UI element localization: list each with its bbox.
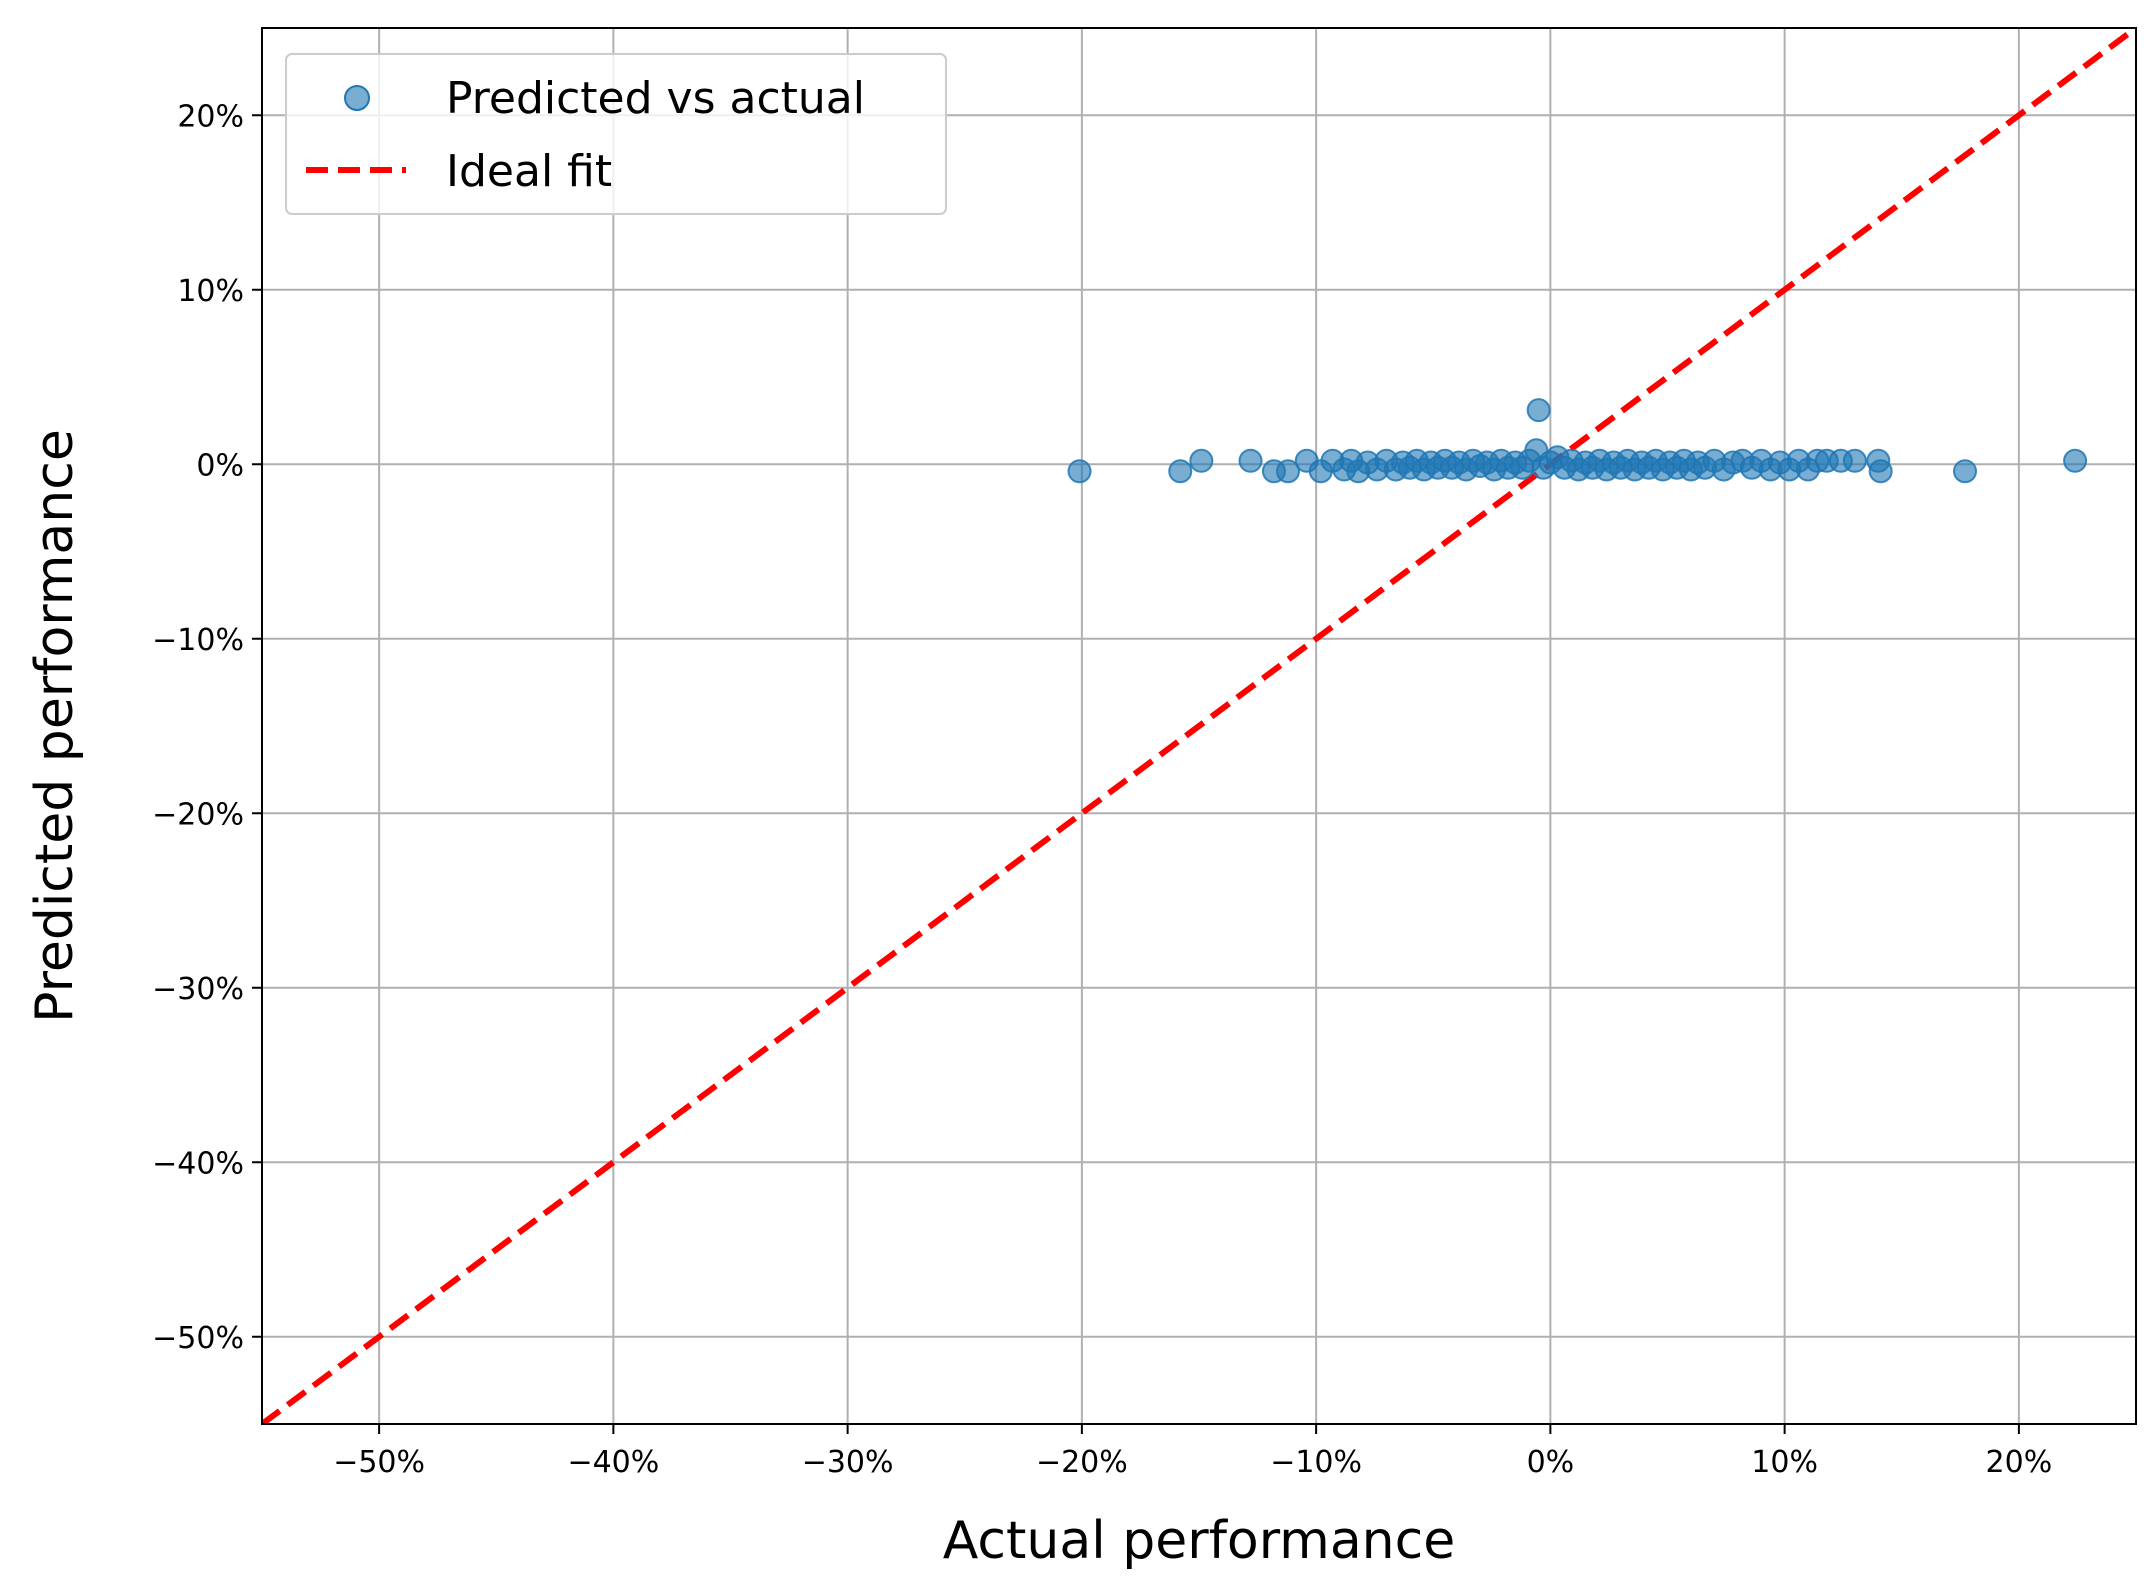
y-tick-label: −30%	[152, 972, 244, 1007]
ideal-fit-line	[262, 28, 2136, 1424]
x-tick-label: 20%	[1986, 1445, 2053, 1480]
scatter-point	[1952, 459, 1977, 484]
y-tick-label: −20%	[152, 797, 244, 832]
ideal-line-layer	[262, 28, 2136, 1424]
x-axis-label: Actual performance	[943, 1511, 1455, 1571]
scatter-point	[2063, 448, 2088, 473]
x-tick-label: 0%	[1527, 1445, 1575, 1480]
x-tick-label: −40%	[567, 1445, 659, 1480]
legend-label-scatter: Predicted vs actual	[446, 73, 865, 124]
scatter-point	[1238, 448, 1263, 473]
x-tick-label: −50%	[333, 1445, 425, 1480]
scatter-point	[1842, 448, 1867, 473]
legend: Predicted vs actual Ideal fit	[285, 53, 947, 215]
y-tick-label: 10%	[177, 274, 244, 309]
scatter-point	[1067, 459, 1092, 484]
x-tick-label: −30%	[802, 1445, 894, 1480]
scatter-point	[1168, 459, 1193, 484]
legend-marker-scatter	[344, 85, 370, 111]
scatter-point	[1276, 459, 1301, 484]
scatter-point	[1189, 448, 1214, 473]
y-tick-label: −50%	[152, 1321, 244, 1356]
legend-label-line: Ideal fit	[446, 146, 612, 197]
points-layer	[1067, 398, 2088, 484]
y-tick-label: 20%	[177, 99, 244, 134]
scatter-point	[1526, 398, 1551, 423]
y-axis-label: Predicted performance	[25, 429, 85, 1023]
y-tick-label: −40%	[152, 1146, 244, 1181]
ticks-layer: −50% −40% −30% −20% −10% 0% 10% 20% −50% −40% −30%…	[152, 99, 2052, 1480]
x-tick-label: 10%	[1751, 1445, 1818, 1480]
y-tick-label: −10%	[152, 623, 244, 658]
plot-frame	[261, 27, 2137, 1425]
x-tick-label: −20%	[1036, 1445, 1128, 1480]
y-tick-label: 0%	[196, 448, 244, 483]
scatter-point	[1868, 459, 1893, 484]
legend-box	[285, 53, 947, 215]
x-tick-label: −10%	[1270, 1445, 1362, 1480]
